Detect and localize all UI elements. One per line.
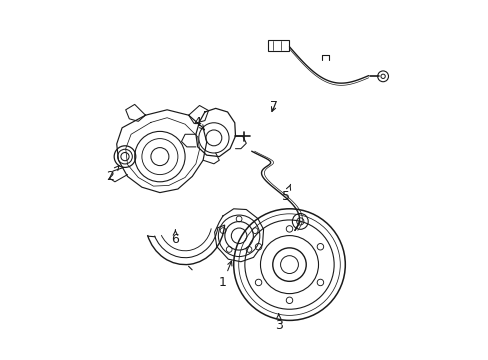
Text: 2: 2 xyxy=(106,166,119,183)
Text: 3: 3 xyxy=(274,314,282,332)
Text: 1: 1 xyxy=(219,261,231,289)
Text: 6: 6 xyxy=(171,230,179,246)
Text: 7: 7 xyxy=(269,100,278,113)
Text: 5: 5 xyxy=(281,184,290,203)
Text: 4: 4 xyxy=(193,116,204,130)
Bar xyxy=(267,40,288,51)
